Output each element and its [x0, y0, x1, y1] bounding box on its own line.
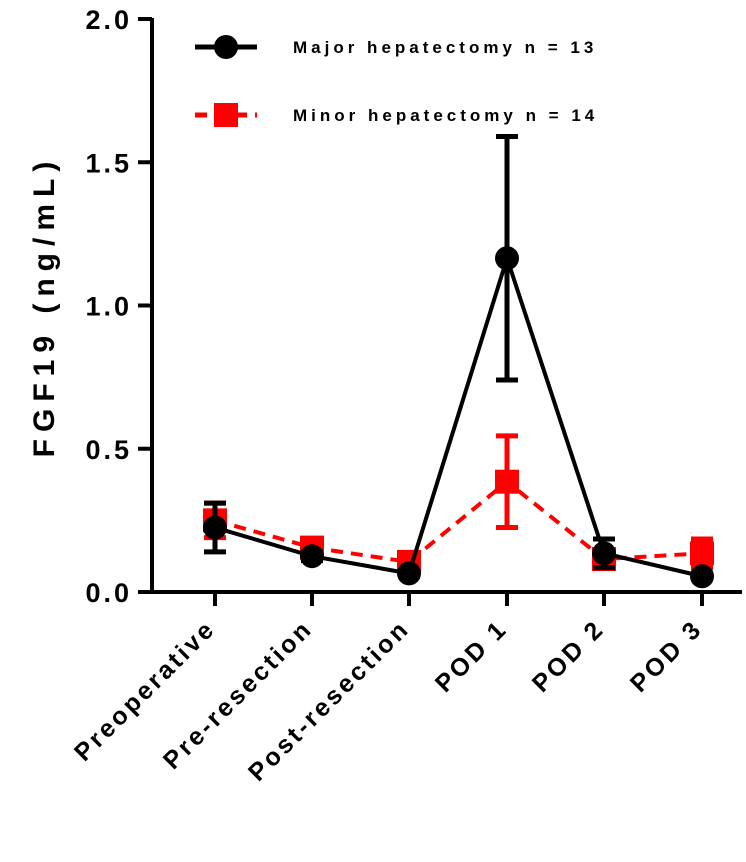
y-tick-label: 0.0	[85, 578, 132, 608]
y-tick-label: 2.0	[85, 5, 132, 35]
data-point	[495, 246, 519, 271]
series-layer	[203, 133, 714, 589]
data-point	[300, 544, 324, 569]
x-tick-label: POD 3	[625, 614, 708, 697]
legend-label: Major hepatectomy n = 13	[293, 38, 597, 57]
legend: Major hepatectomy n = 13 Minor hepatectom…	[195, 35, 598, 127]
data-point	[495, 469, 519, 494]
data-point	[592, 541, 616, 566]
y-axis-title: FGF19 (ng/mL)	[28, 155, 61, 458]
series-major	[203, 133, 714, 589]
data-point	[203, 515, 227, 540]
y-tick-label: 1.0	[85, 292, 132, 322]
x-tick-label: Post-resection	[243, 614, 415, 786]
data-point	[690, 541, 714, 566]
legend-item-minor: Minor hepatectomy n = 14	[195, 103, 598, 127]
data-point	[690, 564, 714, 589]
x-tick-label: POD 1	[430, 614, 513, 697]
legend-label: Minor hepatectomy n = 14	[293, 106, 598, 125]
legend-marker	[214, 35, 238, 59]
data-point	[397, 561, 421, 586]
legend-item-major: Major hepatectomy n = 13	[195, 35, 597, 59]
y-tick-label: 0.5	[85, 435, 132, 465]
x-tick-label: POD 2	[527, 614, 610, 697]
series-line	[214, 251, 703, 579]
series-minor	[203, 433, 714, 574]
legend-marker	[214, 103, 238, 127]
y-tick-label: 1.5	[85, 148, 132, 178]
